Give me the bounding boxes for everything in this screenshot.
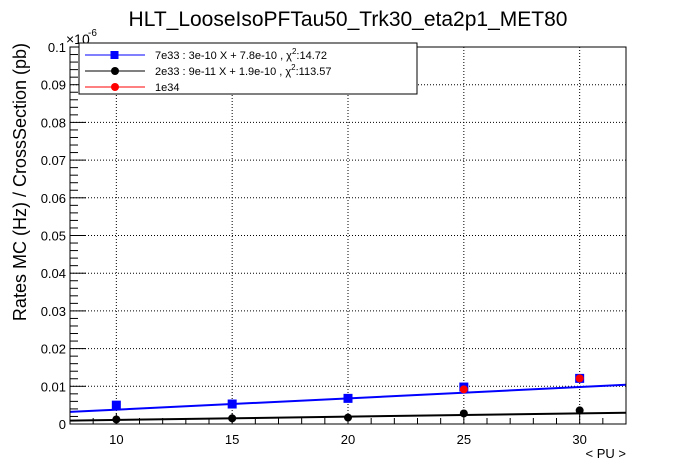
legend-marker: [110, 51, 119, 59]
legend-series-name: 1e34: [155, 82, 179, 94]
legend-series-name: 2e33 : 9e-11 X + 1.9e-10 , χ: [155, 66, 291, 78]
legend-marker: [111, 83, 119, 91]
data-points: [111, 373, 585, 424]
y-tick-label: 0.07: [41, 153, 66, 168]
y-tick-label: 0.05: [41, 229, 66, 244]
legend-chi-value: :113.57: [296, 66, 332, 78]
y-axis-label: Rates MC (Hz) / CrossSection (pb): [10, 43, 30, 321]
x-tick-label: 30: [572, 432, 586, 447]
y-tick-label: 0.04: [41, 266, 66, 281]
data-point: [459, 385, 468, 394]
y-tick-label: 0: [59, 417, 66, 432]
legend-box: [78, 42, 418, 95]
legend-entry: 7e33 : 3e-10 X + 7.8e-10 , χ2:14.72: [155, 47, 327, 62]
x-tick-label: 10: [109, 432, 123, 447]
legend-chi-exponent: 2: [292, 47, 297, 56]
x-tick-label: 15: [225, 432, 239, 447]
chart-title: HLT_LooseIsoPFTau50_Trk30_eta2p1_MET80: [129, 8, 568, 31]
legend-chi-value: :14.72: [296, 50, 327, 62]
data-point: [575, 406, 584, 415]
data-point: [111, 400, 121, 410]
x-tick-label: 25: [457, 432, 471, 447]
legend-series-name: 7e33 : 3e-10 X + 7.8e-10 , χ: [155, 50, 292, 62]
y-tick-label: 0.01: [41, 379, 66, 394]
y-tick-label: 0.08: [41, 115, 66, 130]
legend-entry: 1e34: [155, 82, 179, 94]
legend-entry: 2e33 : 9e-11 X + 1.9e-10 , χ2:113.57: [155, 63, 331, 78]
grid: [70, 47, 626, 424]
x-tick-label: 20: [341, 432, 355, 447]
x-axis: 10 15 20 25 30: [69, 413, 627, 447]
legend: 7e33 : 3e-10 X + 7.8e-10 , χ2:14.722e33 …: [78, 42, 418, 95]
data-point: [227, 399, 237, 409]
legend-chi-exponent: 2: [291, 63, 296, 72]
y-tick-label: 0.1: [48, 40, 66, 55]
y-tick-label: 0.03: [41, 304, 66, 319]
y-tick-label: 0.09: [41, 78, 66, 93]
data-point: [575, 374, 584, 383]
data-point: [343, 393, 353, 403]
y-multiplier-exponent: -6: [88, 28, 97, 39]
y-tick-label: 0.02: [41, 342, 66, 357]
legend-marker: [111, 67, 119, 75]
plot-frame: [69, 46, 627, 425]
x-axis-label: < PU >: [586, 446, 626, 461]
y-axis: 0 0.01 0.02 0.03 0.04 0.05 0.06 0.07 0.08 0.09 0.1: [41, 40, 86, 432]
y-tick-label: 0.06: [41, 191, 66, 206]
